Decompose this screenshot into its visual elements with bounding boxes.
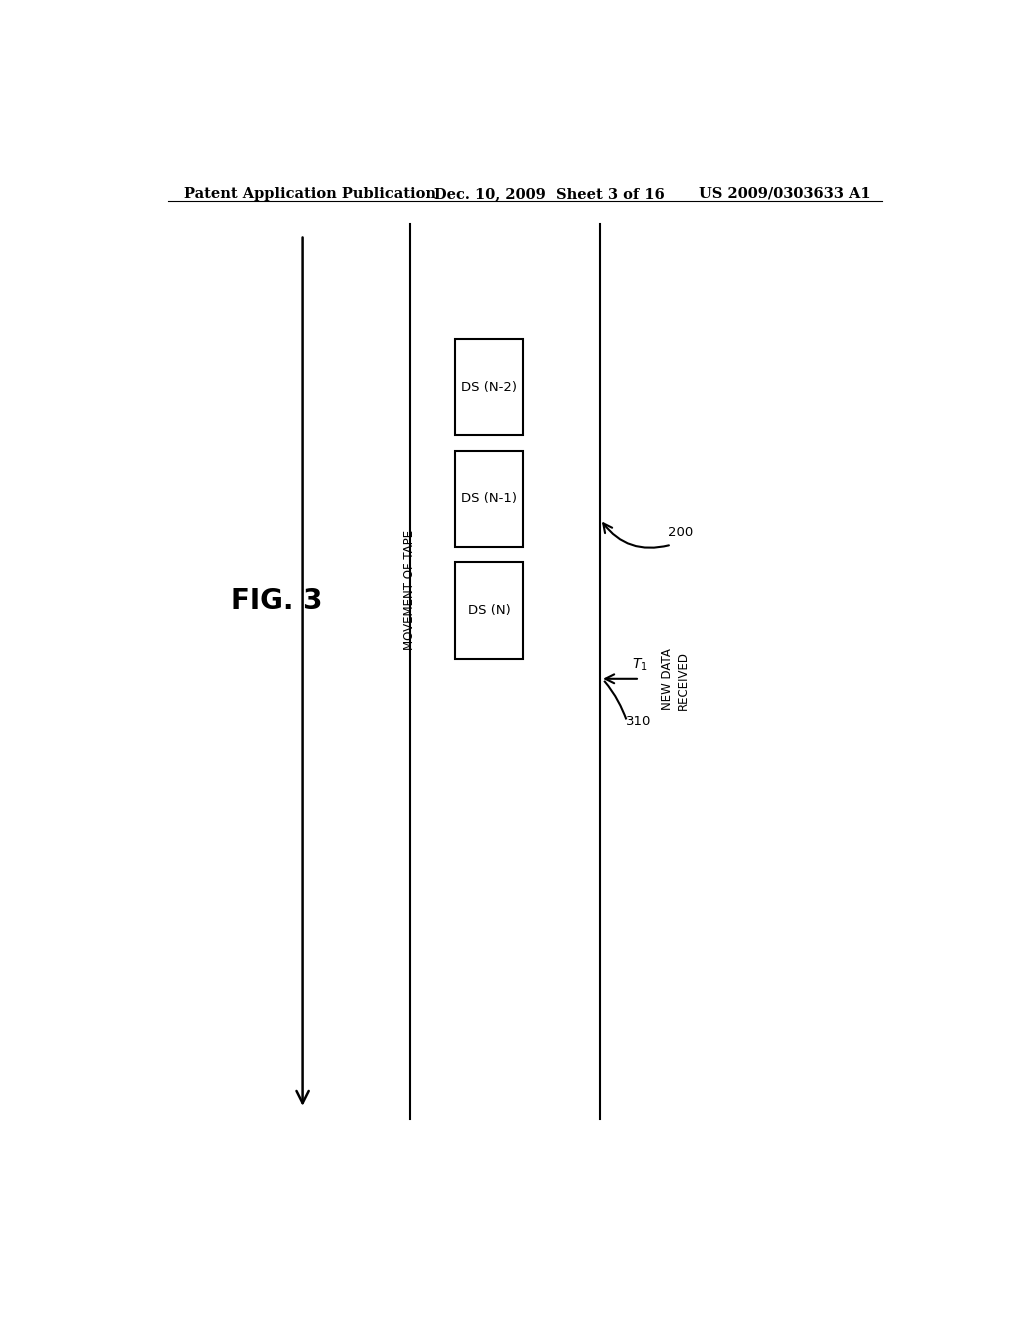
Text: US 2009/0303633 A1: US 2009/0303633 A1 <box>699 187 871 201</box>
Text: DS (N): DS (N) <box>468 605 510 618</box>
Text: Dec. 10, 2009  Sheet 3 of 16: Dec. 10, 2009 Sheet 3 of 16 <box>433 187 665 201</box>
Text: Patent Application Publication: Patent Application Publication <box>183 187 435 201</box>
Text: MOVEMENT OF TAPE: MOVEMENT OF TAPE <box>403 531 416 651</box>
Text: FIG. 3: FIG. 3 <box>231 586 323 615</box>
Text: $T_1$: $T_1$ <box>632 656 647 673</box>
Text: 310: 310 <box>626 715 651 729</box>
Bar <box>456 562 523 659</box>
Text: DS (N-1): DS (N-1) <box>461 492 517 506</box>
Text: DS (N-2): DS (N-2) <box>461 380 517 393</box>
Bar <box>456 450 523 548</box>
Text: NEW DATA
RECEIVED: NEW DATA RECEIVED <box>662 648 690 710</box>
Text: 200: 200 <box>668 527 693 540</box>
Bar <box>456 339 523 436</box>
